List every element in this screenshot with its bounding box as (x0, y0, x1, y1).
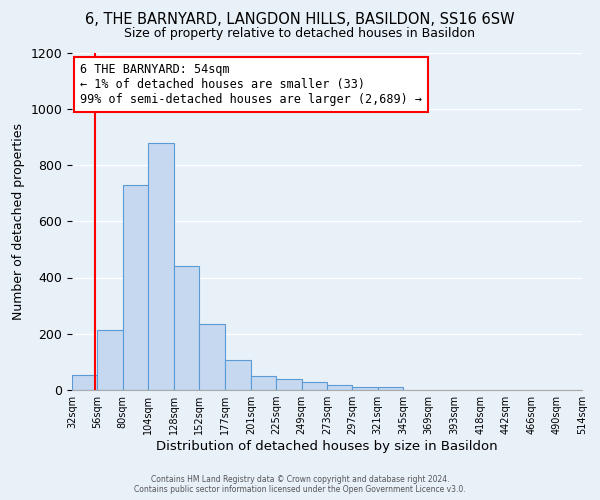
Text: 6 THE BARNYARD: 54sqm
← 1% of detached houses are smaller (33)
99% of semi-detac: 6 THE BARNYARD: 54sqm ← 1% of detached h… (80, 62, 422, 106)
X-axis label: Distribution of detached houses by size in Basildon: Distribution of detached houses by size … (156, 440, 498, 453)
Bar (173, 266, 199, 390)
Bar (352, 386, 378, 390)
Text: Size of property relative to detached houses in Basildon: Size of property relative to detached ho… (125, 28, 476, 40)
Bar (276, 379, 302, 390)
Y-axis label: Number of detached properties: Number of detached properties (12, 122, 25, 320)
Bar (97, 330, 123, 390)
Bar (148, 142, 173, 390)
Text: Contains HM Land Registry data © Crown copyright and database right 2024.
Contai: Contains HM Land Registry data © Crown c… (134, 474, 466, 494)
Bar (251, 376, 276, 390)
Bar (226, 360, 251, 390)
Bar (123, 184, 148, 390)
Bar (327, 385, 352, 390)
Bar (72, 374, 97, 390)
Text: 6, THE BARNYARD, LANGDON HILLS, BASILDON, SS16 6SW: 6, THE BARNYARD, LANGDON HILLS, BASILDON… (85, 12, 515, 28)
Bar (199, 324, 226, 390)
Bar (302, 382, 327, 390)
Bar (378, 387, 403, 390)
